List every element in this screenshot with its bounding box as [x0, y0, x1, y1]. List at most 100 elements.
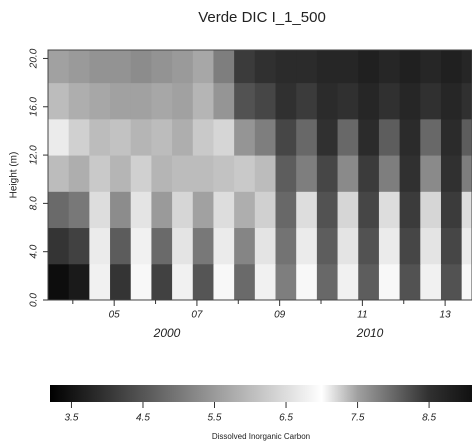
colorbar-tick-label: 8.5: [422, 413, 436, 424]
heatmap-cell: [213, 155, 235, 192]
heatmap-cell: [275, 50, 297, 84]
heatmap-cell: [399, 191, 421, 229]
heatmap-cell: [461, 191, 472, 229]
heatmap-cell: [358, 227, 380, 265]
heatmap-cell: [48, 50, 70, 84]
heatmap-cell: [254, 263, 277, 301]
heatmap-cell: [234, 227, 256, 265]
heatmap-cell: [399, 82, 421, 120]
heatmap-cell: [296, 263, 318, 301]
heatmap-cell: [275, 155, 297, 192]
heatmap-cell: [213, 118, 235, 156]
heatmap-cell: [440, 191, 463, 229]
heatmap-cell: [68, 191, 90, 229]
heatmap-cell: [296, 191, 318, 229]
heatmap-cell: [337, 50, 359, 84]
heatmap-cell: [275, 82, 297, 120]
heatmap-cell: [68, 50, 90, 84]
heatmap-cell: [254, 50, 277, 84]
heatmap-cell: [110, 191, 132, 229]
heatmap-cell: [89, 118, 111, 156]
x-tick-label: 11: [357, 310, 367, 321]
heatmap-cell: [440, 227, 463, 265]
colorbar-tick-label: 4.5: [136, 413, 150, 424]
chart-title: Verde DIC I_1_500: [198, 9, 326, 26]
heatmap-cell: [48, 155, 70, 192]
heatmap-cell: [48, 118, 70, 156]
heatmap-cell: [130, 263, 152, 301]
heatmap-cell: [337, 191, 359, 229]
heatmap-cell: [420, 191, 442, 229]
x-tick-label: 05: [109, 310, 121, 321]
heatmap-cell: [213, 263, 235, 301]
heatmap-cell: [172, 50, 194, 84]
colorbar-label: Dissolved Inorganic Carbon: [212, 432, 310, 441]
x-tick-label: 07: [191, 310, 203, 321]
heatmap-cell: [316, 50, 339, 84]
heatmap-cell: [234, 263, 256, 301]
heatmap-cell: [296, 50, 318, 84]
heatmap-cell: [213, 50, 235, 84]
heatmap-cell: [316, 227, 339, 265]
heatmap-cell: [399, 227, 421, 265]
heatmap-cell: [358, 82, 380, 120]
heatmap-cell: [192, 118, 214, 156]
heatmap-cell: [461, 227, 472, 265]
heatmap-cell: [151, 82, 173, 120]
heatmap-cell: [316, 155, 339, 192]
heatmap-cell: [316, 118, 339, 156]
heatmap-cell: [192, 227, 214, 265]
heatmap-cell: [68, 82, 90, 120]
heatmap-cell: [440, 263, 463, 301]
colorbar-tick-label: 7.5: [351, 413, 365, 424]
heatmap-cell: [130, 82, 152, 120]
heatmap-cell: [254, 118, 277, 156]
heatmap-cell: [68, 263, 90, 301]
heatmap-cell: [68, 118, 90, 156]
heatmap-cell: [130, 191, 152, 229]
heatmap-cell: [461, 50, 472, 84]
heatmap-cell: [358, 155, 380, 192]
heatmap-cell: [48, 82, 70, 120]
heatmap-cell: [172, 118, 194, 156]
heatmap-cell: [130, 227, 152, 265]
heatmap-cell: [358, 118, 380, 156]
heatmap-cell: [89, 191, 111, 229]
heatmap-cell: [316, 82, 339, 120]
heatmap-cell: [151, 191, 173, 229]
heatmap-cell: [254, 82, 277, 120]
heatmap-cell: [89, 227, 111, 265]
heatmap-cell: [358, 50, 380, 84]
colorbar-tick-label: 6.5: [279, 413, 293, 424]
heatmap-cell: [110, 82, 132, 120]
heatmap-cell: [399, 155, 421, 192]
heatmap-cell: [110, 155, 132, 192]
heatmap-cell: [337, 263, 359, 301]
heatmap-cell: [358, 191, 380, 229]
heatmap-cell: [420, 118, 442, 156]
plot-frame: [47, 49, 472, 301]
heatmap-cell: [399, 118, 421, 156]
heatmap-cell: [89, 82, 111, 120]
y-axis-label: Height (m): [9, 152, 20, 199]
heatmap-cell: [296, 155, 318, 192]
heatmap-cell: [296, 82, 318, 120]
heatmap-cell: [151, 50, 173, 84]
heatmap-cell: [378, 50, 401, 84]
heatmap-cell: [296, 227, 318, 265]
heatmap-cell: [275, 227, 297, 265]
heatmap-cell: [68, 227, 90, 265]
heatmap-cell: [192, 191, 214, 229]
heatmap-cell: [130, 118, 152, 156]
heatmap-cell: [213, 82, 235, 120]
heatmap-cell: [378, 191, 401, 229]
heatmap-cell: [378, 82, 401, 120]
heatmap-cell: [234, 82, 256, 120]
heatmap-cell: [172, 263, 194, 301]
heatmap-cell: [192, 155, 214, 192]
heatmap-cell: [192, 263, 214, 301]
heatmap-cell: [440, 155, 463, 192]
heatmap-cell: [378, 155, 401, 192]
heatmap-cell: [461, 82, 472, 120]
